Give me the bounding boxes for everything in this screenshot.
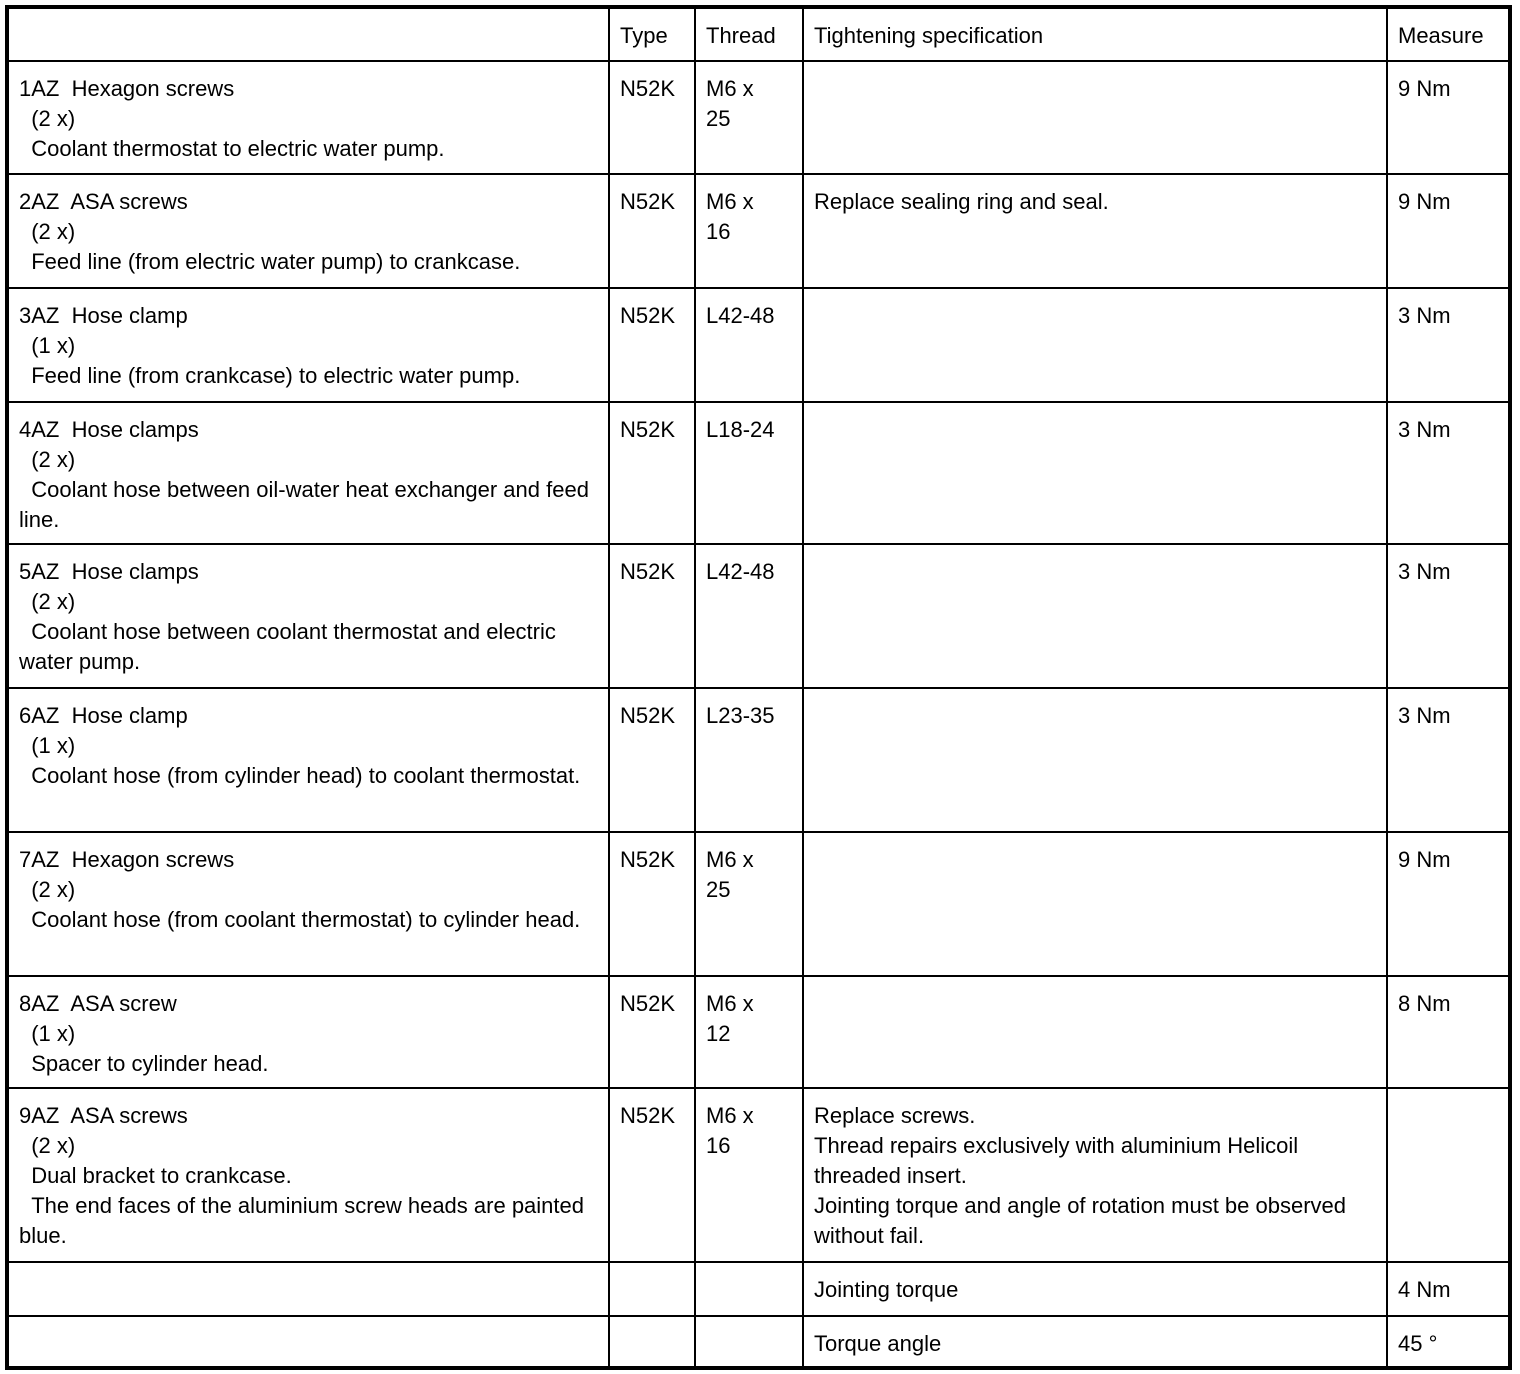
cell-thread xyxy=(694,1315,804,1369)
table-row: 4AZ Hose clamps (2 x) Coolant hose betwe… xyxy=(6,401,1511,545)
cell-item xyxy=(6,1315,610,1369)
cell-spec xyxy=(802,60,1388,175)
cell-thread: L18-24 xyxy=(694,401,804,545)
cell-item: 3AZ Hose clamp (1 x) Feed line (from cra… xyxy=(6,287,610,403)
cell-item: 6AZ Hose clamp (1 x) Coolant hose (from … xyxy=(6,687,610,833)
cell-spec xyxy=(802,543,1388,689)
cell-spec xyxy=(802,831,1388,977)
table-row: 3AZ Hose clamp (1 x) Feed line (from cra… xyxy=(6,287,1511,403)
cell-thread: M6 x 12 xyxy=(694,975,804,1089)
cell-measure: 3 Nm xyxy=(1386,687,1511,833)
table-row: 7AZ Hexagon screws (2 x) Coolant hose (f… xyxy=(6,831,1511,977)
cell-measure: 3 Nm xyxy=(1386,287,1511,403)
cell-measure: 4 Nm xyxy=(1386,1261,1511,1317)
header-row: Type Thread Tightening specification Mea… xyxy=(6,6,1511,62)
table-row: Jointing torque 4 Nm xyxy=(6,1261,1511,1317)
tightening-torque-table: Type Thread Tightening specification Mea… xyxy=(5,5,1512,1370)
cell-thread: L42-48 xyxy=(694,543,804,689)
cell-type: N52K xyxy=(608,401,696,545)
table-row: 9AZ ASA screws (2 x) Dual bracket to cra… xyxy=(6,1087,1511,1263)
cell-type: N52K xyxy=(608,975,696,1089)
table-row: 5AZ Hose clamps (2 x) Coolant hose betwe… xyxy=(6,543,1511,689)
table-row: Torque angle 45 ° xyxy=(6,1315,1511,1369)
table-row: 2AZ ASA screws (2 x) Feed line (from ele… xyxy=(6,173,1511,289)
cell-spec xyxy=(802,975,1388,1089)
cell-thread: M6 x 16 xyxy=(694,1087,804,1263)
cell-thread: M6 x 25 xyxy=(694,60,804,175)
table-row: 8AZ ASA screw (1 x) Spacer to cylinder h… xyxy=(6,975,1511,1089)
cell-measure: 8 Nm xyxy=(1386,975,1511,1089)
cell-type: N52K xyxy=(608,831,696,977)
cell-type xyxy=(608,1315,696,1369)
cell-item: 8AZ ASA screw (1 x) Spacer to cylinder h… xyxy=(6,975,610,1089)
header-measure: Measure xyxy=(1386,6,1511,62)
cell-item xyxy=(6,1261,610,1317)
cell-item: 4AZ Hose clamps (2 x) Coolant hose betwe… xyxy=(6,401,610,545)
cell-spec xyxy=(802,287,1388,403)
cell-measure: 9 Nm xyxy=(1386,173,1511,289)
cell-spec xyxy=(802,687,1388,833)
cell-thread: L23-35 xyxy=(694,687,804,833)
table-row: 1AZ Hexagon screws (2 x) Coolant thermos… xyxy=(6,60,1511,175)
cell-spec xyxy=(802,401,1388,545)
cell-type: N52K xyxy=(608,287,696,403)
cell-type: N52K xyxy=(608,60,696,175)
cell-type: N52K xyxy=(608,173,696,289)
table-row: 6AZ Hose clamp (1 x) Coolant hose (from … xyxy=(6,687,1511,833)
cell-spec: Replace sealing ring and seal. xyxy=(802,173,1388,289)
header-spec: Tightening specification xyxy=(802,6,1388,62)
cell-item: 2AZ ASA screws (2 x) Feed line (from ele… xyxy=(6,173,610,289)
cell-thread: M6 x 16 xyxy=(694,173,804,289)
cell-spec: Replace screws. Thread repairs exclusive… xyxy=(802,1087,1388,1263)
cell-type xyxy=(608,1261,696,1317)
header-item xyxy=(6,6,610,62)
cell-thread: L42-48 xyxy=(694,287,804,403)
cell-spec: Torque angle xyxy=(802,1315,1388,1369)
cell-thread xyxy=(694,1261,804,1317)
header-type: Type xyxy=(608,6,696,62)
cell-item: 7AZ Hexagon screws (2 x) Coolant hose (f… xyxy=(6,831,610,977)
cell-thread: M6 x 25 xyxy=(694,831,804,977)
cell-measure: 9 Nm xyxy=(1386,60,1511,175)
cell-item: 5AZ Hose clamps (2 x) Coolant hose betwe… xyxy=(6,543,610,689)
cell-type: N52K xyxy=(608,687,696,833)
cell-item: 1AZ Hexagon screws (2 x) Coolant thermos… xyxy=(6,60,610,175)
cell-measure xyxy=(1386,1087,1511,1263)
header-thread: Thread xyxy=(694,6,804,62)
cell-type: N52K xyxy=(608,543,696,689)
cell-measure: 3 Nm xyxy=(1386,401,1511,545)
cell-type: N52K xyxy=(608,1087,696,1263)
cell-spec: Jointing torque xyxy=(802,1261,1388,1317)
cell-item: 9AZ ASA screws (2 x) Dual bracket to cra… xyxy=(6,1087,610,1263)
cell-measure: 3 Nm xyxy=(1386,543,1511,689)
cell-measure: 9 Nm xyxy=(1386,831,1511,977)
cell-measure: 45 ° xyxy=(1386,1315,1511,1369)
